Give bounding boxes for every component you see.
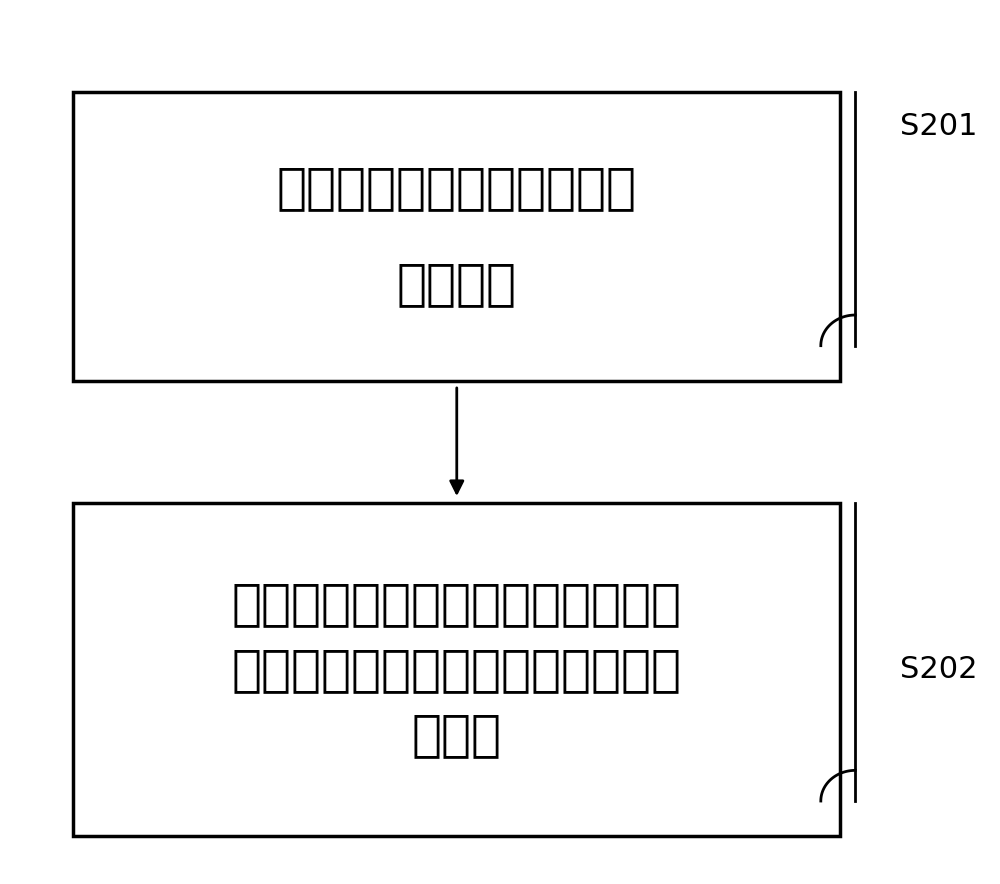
Text: 泳姿势: 泳姿势 bbox=[412, 712, 502, 759]
FancyBboxPatch shape bbox=[73, 503, 840, 836]
Text: S202: S202 bbox=[900, 655, 977, 684]
Text: 所述提示信息用于提示用户调整游: 所述提示信息用于提示用户调整游 bbox=[232, 645, 682, 694]
Text: 获取用户肢体待检测位置的: 获取用户肢体待检测位置的 bbox=[277, 164, 637, 212]
Text: 根据所述泳姿信息确定提示信息，: 根据所述泳姿信息确定提示信息， bbox=[232, 580, 682, 628]
Text: 泳姿信息: 泳姿信息 bbox=[397, 261, 517, 309]
FancyBboxPatch shape bbox=[73, 92, 840, 381]
Text: S201: S201 bbox=[900, 112, 977, 141]
